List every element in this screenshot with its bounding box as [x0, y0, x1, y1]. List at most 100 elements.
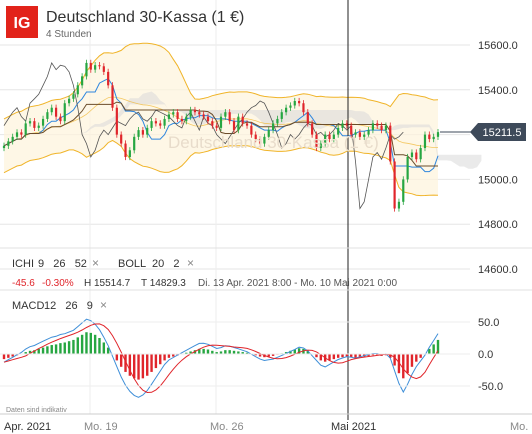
macd-hist-bar	[211, 350, 214, 354]
candle-body	[41, 118, 45, 126]
macd-hist-bar	[128, 354, 132, 376]
candle-body	[293, 101, 296, 106]
macd-hist-bar	[389, 354, 392, 358]
candle-body	[406, 157, 409, 180]
candle-body	[59, 116, 62, 122]
candle-body	[302, 103, 305, 113]
candle-body	[280, 112, 283, 119]
macd-hist-bar	[215, 352, 218, 354]
candle-body	[215, 125, 218, 128]
candle-body	[102, 66, 105, 72]
candle-body	[141, 130, 144, 135]
candle-body	[154, 121, 157, 124]
candle-body	[436, 132, 440, 137]
candle-body	[289, 105, 292, 108]
candle-body	[423, 134, 427, 149]
macd-hist-bar	[271, 354, 275, 356]
candle-body	[172, 112, 175, 115]
macd-hist-bar	[376, 354, 379, 356]
candle-body	[397, 201, 401, 209]
macd-hist-bar	[258, 354, 262, 357]
candle-body	[237, 116, 240, 131]
macd-hist-bar	[63, 342, 66, 354]
macd-hist-bar	[106, 347, 110, 354]
candle-body	[319, 143, 322, 149]
macd-hist-bar	[185, 352, 188, 354]
candle-body	[167, 114, 171, 119]
candle-body	[15, 132, 19, 137]
macd-close-icon[interactable]: ×	[100, 298, 107, 312]
macd-axis: 50.0 0.0 -50.0	[0, 317, 503, 393]
macd-hist-bar	[159, 354, 162, 365]
bollinger-upper	[3, 42, 439, 120]
change-percent: -0.30%	[42, 278, 74, 289]
candle-body	[193, 109, 197, 113]
current-price-label: 15211.5	[483, 127, 522, 139]
macd-hist-bar	[245, 352, 249, 354]
candle-body	[363, 134, 366, 137]
candle-body	[415, 152, 418, 160]
macd-hist-bar	[59, 343, 62, 354]
candle-body	[419, 148, 422, 160]
macd-hist-bar	[254, 354, 257, 356]
macd-hist-bar	[46, 346, 49, 354]
boll-close-icon[interactable]: ×	[187, 256, 194, 270]
candle-body	[11, 136, 14, 142]
x-label-apr: Apr. 2021	[4, 421, 51, 433]
macd-hist-bar	[228, 350, 231, 354]
macd-hist-bar	[371, 354, 375, 356]
candle-body	[328, 134, 331, 140]
macd-tick-label: -50.0	[478, 381, 503, 393]
candle-body	[250, 125, 253, 135]
chart-subtitle: 4 Stunden	[46, 29, 92, 40]
macd-hist-bar	[436, 339, 440, 354]
x-label-mo: Mo.	[510, 421, 528, 433]
candle-body	[146, 127, 149, 135]
candle-body	[89, 62, 92, 70]
candle-body	[384, 125, 388, 131]
price-tick-label: 15400.0	[478, 85, 518, 97]
ichi-label: ICHI	[12, 258, 34, 270]
macd-hist-bar	[232, 350, 236, 354]
watermark-title: Deutschland 30-Kassa (1 €)	[168, 133, 379, 152]
macd-hist-bar	[37, 348, 40, 354]
macd-hist-bar	[146, 354, 149, 376]
candle-body	[358, 132, 361, 137]
candle-body	[232, 121, 236, 131]
candle-body	[258, 139, 262, 144]
macd-hist-bar	[315, 354, 318, 358]
candle-body	[85, 62, 88, 77]
candle-body	[389, 125, 392, 162]
candle-body	[345, 123, 348, 126]
x-label-mo26: Mo. 26	[210, 421, 244, 433]
macd-hist-bar	[89, 332, 92, 354]
macd-hist-bar	[102, 342, 106, 354]
current-price-badge: 15211.5	[440, 123, 526, 141]
macd-hist-bar	[328, 354, 331, 361]
macd-hist-bar	[124, 354, 127, 372]
candle-body	[94, 65, 97, 70]
candle-body	[2, 145, 6, 149]
candle-body	[271, 123, 275, 131]
candle-body	[72, 94, 75, 99]
candle-body	[24, 123, 27, 135]
candle-body	[37, 125, 40, 128]
macd-hist-bar	[50, 345, 53, 354]
candle-body	[332, 134, 335, 140]
ichi-close-icon[interactable]: ×	[92, 256, 99, 270]
price-tick-label: 15600.0	[478, 40, 518, 52]
macd-hist-bar	[267, 354, 270, 357]
macd-hist-bar	[154, 354, 158, 369]
candle-body	[298, 101, 301, 104]
candle-body	[63, 103, 66, 122]
candle-body	[228, 112, 231, 122]
macd-hist-bar	[76, 337, 79, 354]
macd-hist-bar	[358, 354, 362, 358]
macd-label: MACD	[12, 300, 44, 312]
ig-logo-text: IG	[14, 15, 31, 32]
candle-body	[150, 121, 153, 128]
macd-hist-bar	[141, 354, 145, 379]
candle-body	[324, 134, 327, 144]
macd-hist-bar	[167, 354, 171, 358]
